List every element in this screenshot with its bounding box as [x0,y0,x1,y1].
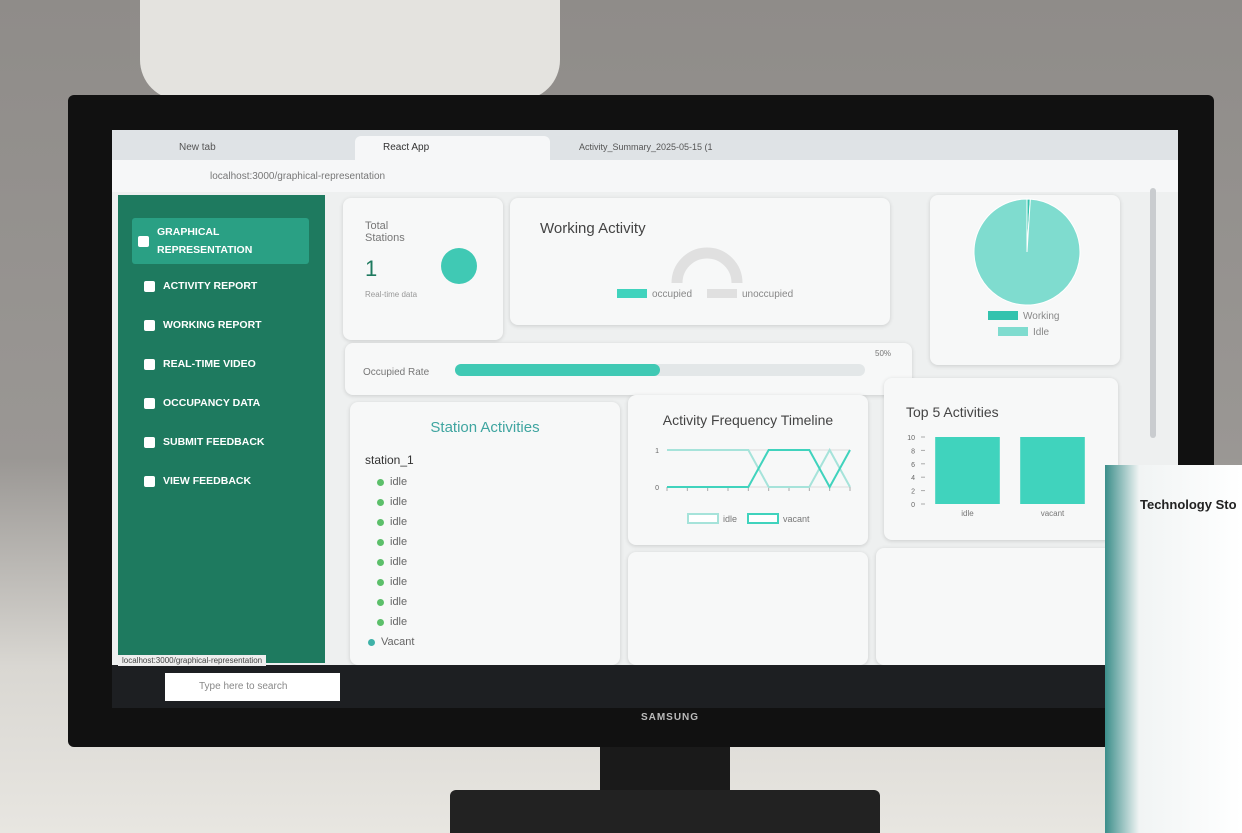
status-text: idle [390,476,408,488]
sidebar-label: REAL-TIME VIDEO [163,358,256,370]
sidebar-icon [144,436,155,448]
top5-card: Top 5 Activities [884,378,1118,540]
brochure [1105,465,1242,833]
status-dot [377,518,384,526]
brochure-title: Technology Sto [1140,497,1237,512]
sidebar-item[interactable]: VIEW FEEDBACK [138,470,308,492]
pie-card [930,195,1120,365]
status-row: idle [377,616,407,628]
chair [140,0,560,100]
progress-value-label: 50% [875,349,892,358]
sidebar-icon [144,475,155,487]
sidebar-label: WORKING REPORT [163,319,262,331]
status-dot [368,638,375,646]
status-text: idle [390,536,408,548]
status-row: Vacant [368,636,414,648]
tab-bar [112,130,1178,160]
progress-label: Occupied Rate [363,367,430,378]
status-dot [377,618,384,626]
status-row: idle [377,536,407,548]
sidebar-label: OCCUPANCY DATA [163,397,261,409]
status-dot [377,538,384,546]
sidebar-item[interactable]: REAL-TIME VIDEO [138,353,308,375]
sidebar-icon [144,397,155,409]
sidebar-label: GRAPHICAL REPRESENTATION [157,226,253,256]
status-dot [377,478,384,486]
status-text: idle [390,556,408,568]
status-row: idle [377,576,407,588]
monitor-base [450,790,880,833]
sidebar-item[interactable]: GRAPHICAL REPRESENTATION [132,218,309,264]
card-title: Activity Frequency Timeline [662,412,834,428]
sidebar-label: SUBMIT FEEDBACK [163,436,265,448]
sidebar-item[interactable]: WORKING REPORT [138,314,308,336]
status-text: Vacant [381,636,415,648]
sidebar-item[interactable]: SUBMIT FEEDBACK [138,431,308,453]
working-activity-card: Working Activity [510,198,890,325]
scrollbar[interactable] [1150,188,1156,438]
empty-card [628,552,868,665]
taskbar-search[interactable]: Type here to search [165,673,340,701]
empty-card [876,548,1118,665]
total-stations-value: 1 [365,256,378,281]
tab[interactable]: React App [355,136,550,160]
sidebar-label: VIEW FEEDBACK [163,475,252,487]
sidebar-item[interactable]: ACTIVITY REPORT [138,275,308,297]
stations-icon [441,248,477,284]
status-text: idle [390,616,408,628]
address-bar [112,160,1178,192]
status-text: idle [390,576,408,588]
status-dot [377,498,384,506]
monitor-brand: SAMSUNG [640,712,700,723]
status-text: idle [390,496,408,508]
sidebar-icon [144,319,155,331]
status-dot [377,598,384,606]
sidebar-icon [144,358,155,370]
tab[interactable]: Activity_Summary_2025-05-15 (1 [579,142,713,152]
sidebar-label: ACTIVITY REPORT [163,280,258,292]
status-row: idle [377,476,407,488]
card-title: Working Activity [540,220,646,237]
total-stations-label: Total Stations [365,220,405,244]
tab[interactable]: New tab [179,142,216,153]
status-url: localhost:3000/graphical-representation [118,655,267,666]
total-stations-card: Total Stations 1 Real-time data [343,198,503,340]
sidebar-icon [138,235,149,247]
url[interactable]: localhost:3000/graphical-representation [210,171,386,182]
status-text: idle [390,596,408,608]
status-row: idle [377,596,407,608]
sidebar-item[interactable]: OCCUPANCY DATA [138,392,308,414]
status-row: idle [377,556,407,568]
status-row: idle [377,516,407,528]
status-row: idle [377,496,407,508]
station-activities-card: Station Activities station_1 idle idle idl… [350,402,620,665]
status-text: idle [390,516,408,528]
timeline-card: Activity Frequency Timeline [628,395,868,545]
sidebar: GRAPHICAL REPRESENTATION ACTIVITY REPORT W… [118,195,325,663]
card-title: Station Activities [430,419,540,436]
status-dot [377,558,384,566]
sidebar-icon [144,280,155,292]
card-title: Top 5 Activities [906,404,999,420]
total-stations-note: Real-time data [365,290,418,299]
occupied-rate-card: Occupied Rate 50% [345,343,912,395]
station-name: station_1 [365,453,414,467]
status-dot [377,578,384,586]
